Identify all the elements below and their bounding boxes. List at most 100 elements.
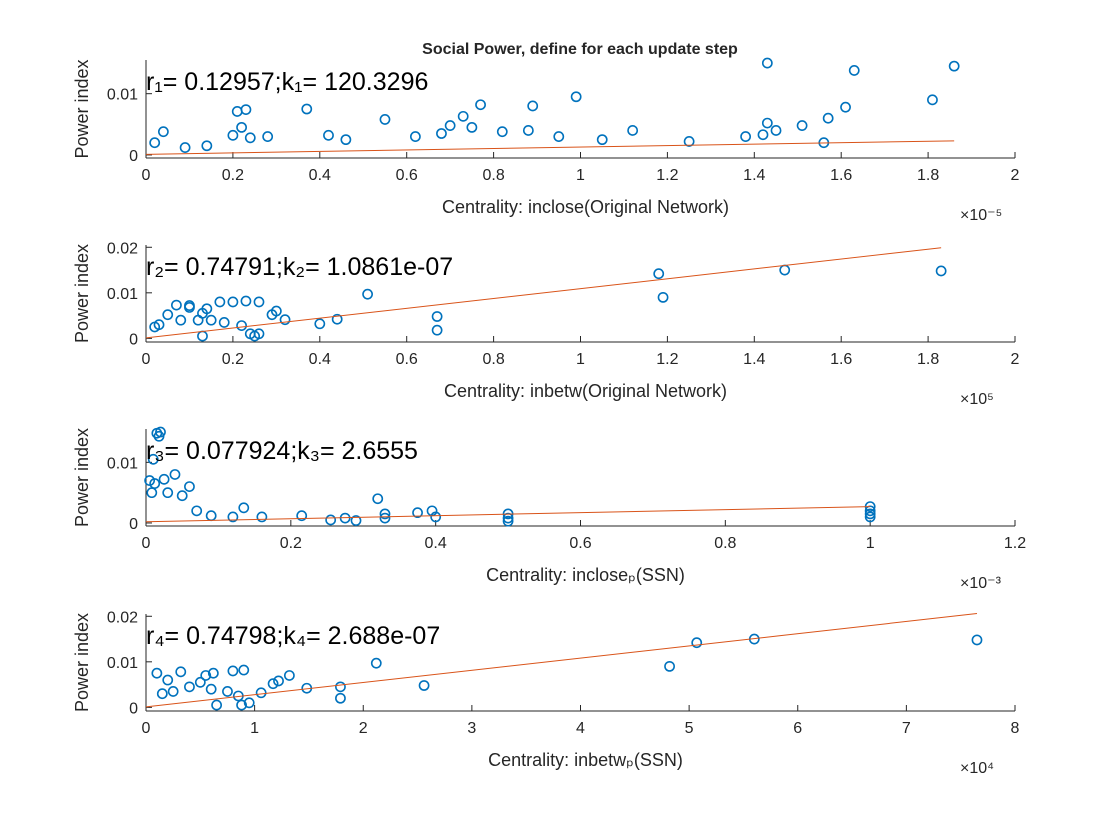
scatter-point <box>350 515 362 526</box>
scatter-point <box>522 125 534 136</box>
scatter-point <box>162 309 174 321</box>
scatter-point <box>267 678 279 690</box>
scatter-point <box>335 692 346 704</box>
scatter-point <box>273 675 284 687</box>
scatter-point <box>256 511 268 523</box>
scatter-point <box>691 637 703 649</box>
scatter-point <box>184 681 195 693</box>
scatter-point <box>162 674 174 686</box>
scatter-point <box>444 120 456 131</box>
scatter-point <box>157 126 169 138</box>
x-tick-label: 0.6 <box>396 167 418 184</box>
scatter-point <box>184 481 195 492</box>
scatter-point <box>201 140 213 152</box>
x-tick-label: 0 <box>142 535 151 552</box>
y-axis-label: Power index <box>72 428 92 527</box>
scatter-point <box>155 426 166 438</box>
x-tick-label: 0.2 <box>280 535 302 552</box>
subplot-1: 0 0.2 0.4 0.6 0.8 1 1.2 1.4 1.6 1.8 2 0 0.01 Power in… <box>72 57 1020 224</box>
subplot-2: 0 0.2 0.4 0.6 0.8 1 1.2 1.4 1.6 1.8 2 0 0.01 0.02 Powe… <box>72 240 1020 408</box>
x-tick-label: 5 <box>685 720 694 737</box>
scatter-point <box>822 112 834 124</box>
scatter-point <box>466 121 478 133</box>
scatter-point <box>227 665 239 677</box>
scatter-point <box>431 311 443 322</box>
scatter-point <box>149 321 161 333</box>
x-tick-label: 2 <box>359 720 368 737</box>
x-tick-label: 6 <box>793 720 802 737</box>
scatter-point <box>502 515 514 527</box>
scatter-point <box>301 103 313 115</box>
x-tick-label: 1 <box>576 167 585 184</box>
fit-line <box>145 506 871 523</box>
scatter-point <box>279 314 291 326</box>
scatter-point <box>740 131 752 142</box>
scatter-point <box>149 137 161 149</box>
scatter-point <box>222 686 233 697</box>
scatter-point <box>379 114 391 125</box>
scatter-point <box>430 511 442 523</box>
x-tick-label: 0.2 <box>222 351 244 368</box>
scatter-point <box>971 634 983 646</box>
x-tick-label: 1.6 <box>830 167 852 184</box>
x-tick-label: 0 <box>142 167 151 184</box>
scatter-point <box>270 305 282 317</box>
y-tick-label: 0 <box>129 331 138 348</box>
scatter-point <box>238 664 250 676</box>
x-tick-label: 1.2 <box>656 351 678 368</box>
x-tick-label: 1.4 <box>743 167 765 184</box>
x-tick-label: 1.8 <box>917 167 939 184</box>
scatter-point <box>840 101 851 113</box>
scatter-point <box>379 508 391 520</box>
scatter-point <box>175 314 187 326</box>
scatter-point <box>146 487 158 499</box>
scatter-point <box>770 125 782 136</box>
scatter-point <box>171 299 182 311</box>
x-axis-label: Centrality: inbetwₚ(SSN) <box>488 750 683 770</box>
scatter-point <box>475 99 486 111</box>
scatter-point <box>175 666 187 678</box>
scatter-point <box>243 697 255 709</box>
x-axis-label: Centrality: inbetw(Original Network) <box>444 381 727 401</box>
scatter-point <box>372 493 384 505</box>
x-tick-label: 0.8 <box>714 535 736 552</box>
x-tick-label: 0.4 <box>425 535 447 552</box>
x-tick-label: 0.2 <box>222 167 244 184</box>
x-tick-label: 2 <box>1011 167 1020 184</box>
scatter-point <box>570 91 582 103</box>
y-tick-label: 0.01 <box>107 87 138 104</box>
y-tick-label: 0 <box>129 700 138 717</box>
scatter-point <box>255 687 267 699</box>
x-axis-label: Centrality: inclose(Original Network) <box>442 197 729 217</box>
subplots: 0 0.2 0.4 0.6 0.8 1 1.2 1.4 1.6 1.8 2 0 0.01 Power in… <box>72 57 1026 777</box>
scatter-point <box>761 57 773 69</box>
x-tick-label: 0.8 <box>482 167 504 184</box>
scatter-point <box>370 657 382 669</box>
x-tick-label: 3 <box>467 720 476 737</box>
scatter-point <box>262 131 274 142</box>
x-tick-label: 1 <box>576 351 585 368</box>
scatter-point <box>253 296 265 308</box>
y-tick-label: 0.01 <box>107 286 138 303</box>
x-tick-label: 1.4 <box>743 351 765 368</box>
scatter-point <box>184 300 195 311</box>
scatter-point <box>207 667 219 679</box>
y-tick-label: 0 <box>129 516 138 533</box>
scatter-point <box>176 490 188 502</box>
x-tick-label: 0.8 <box>482 351 504 368</box>
scatter-point <box>167 686 179 697</box>
x-tick-label: 0.6 <box>396 351 418 368</box>
scatter-point <box>502 512 514 524</box>
scatter-point <box>240 104 252 116</box>
x-tick-label: 1.8 <box>917 351 939 368</box>
scatter-point <box>412 507 423 519</box>
scatter-point <box>653 268 665 280</box>
scatter-point <box>436 128 447 139</box>
scatter-point <box>227 296 239 308</box>
scatter-point <box>240 295 252 307</box>
scatter-point <box>596 134 608 146</box>
scatter-point <box>214 296 226 308</box>
scatter-point <box>211 699 223 711</box>
y-tick-label: 0.02 <box>107 609 138 626</box>
